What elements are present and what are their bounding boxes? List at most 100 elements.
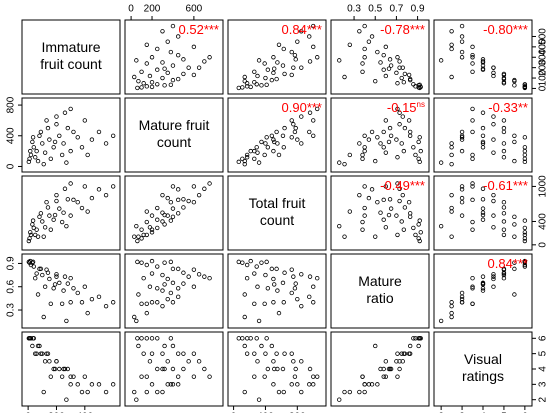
- point: [400, 359, 405, 364]
- point: [307, 110, 313, 115]
- point: [272, 366, 277, 372]
- point: [242, 158, 247, 164]
- x-tick-label: 0.3: [347, 4, 361, 15]
- panel: [124, 175, 224, 251]
- point: [181, 281, 186, 286]
- correlation-value: -0.78: [380, 22, 410, 37]
- point: [202, 274, 207, 279]
- point: [311, 133, 316, 138]
- point: [383, 359, 389, 364]
- point: [149, 300, 155, 305]
- point: [162, 212, 167, 218]
- y-tick-label: 800: [6, 96, 17, 113]
- point: [522, 238, 528, 244]
- point: [207, 275, 212, 281]
- point: [402, 125, 408, 131]
- point: [360, 152, 365, 158]
- point: [470, 69, 475, 75]
- point: [54, 274, 59, 279]
- point: [68, 181, 73, 186]
- point: [79, 389, 85, 395]
- point: [274, 129, 279, 135]
- variable-name: ratings: [462, 368, 504, 384]
- point: [42, 150, 48, 155]
- point: [373, 158, 378, 164]
- point: [280, 133, 286, 138]
- point: [165, 70, 170, 76]
- point: [37, 214, 42, 219]
- point: [491, 272, 496, 277]
- point: [501, 72, 507, 78]
- point: [449, 300, 454, 305]
- point: [155, 46, 160, 52]
- point: [397, 359, 402, 364]
- point: [369, 34, 375, 39]
- point: [307, 382, 312, 387]
- point: [381, 67, 386, 72]
- point: [202, 186, 207, 191]
- point: [47, 137, 52, 142]
- point: [79, 300, 85, 305]
- point: [71, 129, 76, 135]
- point: [64, 397, 69, 402]
- point: [491, 73, 496, 79]
- point: [449, 303, 454, 309]
- significance: ***: [410, 22, 425, 37]
- point: [449, 205, 454, 211]
- point: [347, 389, 353, 395]
- panel: [21, 331, 121, 407]
- point: [360, 61, 365, 66]
- point: [44, 351, 49, 356]
- point: [162, 66, 167, 71]
- point: [381, 145, 386, 150]
- point: [417, 336, 422, 341]
- point: [512, 234, 517, 239]
- point: [181, 366, 186, 372]
- point: [397, 65, 402, 70]
- point: [307, 274, 313, 279]
- point: [186, 274, 191, 279]
- panel: [330, 331, 430, 407]
- point: [378, 141, 383, 146]
- point: [41, 161, 46, 167]
- point: [248, 336, 253, 341]
- point: [501, 81, 507, 86]
- point: [196, 272, 202, 277]
- point: [480, 288, 486, 293]
- point: [54, 192, 59, 198]
- point: [373, 78, 378, 84]
- point: [402, 351, 408, 356]
- point: [459, 55, 465, 60]
- panel: [21, 19, 121, 95]
- point: [139, 69, 144, 75]
- significance: ***: [513, 22, 528, 37]
- point: [386, 366, 392, 372]
- point: [44, 199, 49, 205]
- point: [470, 301, 475, 307]
- point: [491, 213, 496, 218]
- point: [449, 29, 454, 34]
- point: [242, 292, 247, 297]
- point: [459, 34, 465, 39]
- point: [149, 213, 155, 218]
- variable-name: Immature: [41, 39, 100, 55]
- point: [40, 351, 45, 356]
- point: [30, 218, 36, 223]
- point: [271, 55, 276, 60]
- point: [480, 59, 486, 64]
- point: [395, 81, 400, 86]
- point: [470, 197, 475, 203]
- point: [459, 135, 465, 140]
- panel: [433, 253, 533, 329]
- point: [271, 359, 276, 364]
- point: [480, 141, 486, 146]
- point: [293, 125, 298, 131]
- point: [85, 152, 90, 158]
- point: [362, 23, 367, 29]
- point: [175, 211, 181, 216]
- point: [236, 85, 241, 91]
- point: [501, 141, 507, 146]
- point: [165, 39, 170, 44]
- point: [65, 197, 71, 202]
- point: [52, 139, 58, 145]
